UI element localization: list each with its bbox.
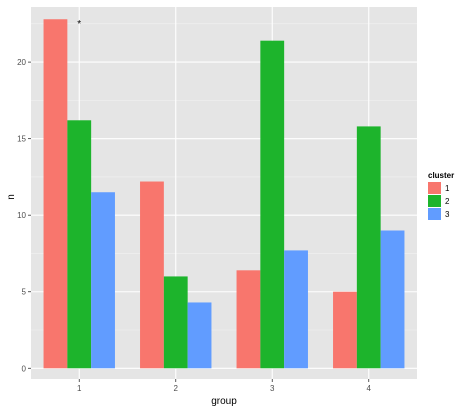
bar-cluster-2-group-1	[67, 120, 92, 369]
x-tick-label: 2	[174, 384, 179, 393]
x-tick-label: 3	[270, 384, 275, 393]
y-axis: 0 5 10 15 20	[17, 58, 31, 373]
y-tick-label: 5	[22, 288, 27, 297]
bar-cluster-2-group-2	[163, 276, 188, 369]
y-axis-title: n	[6, 194, 17, 200]
bar-cluster-3-group-3	[284, 250, 308, 369]
legend-key-2	[428, 195, 441, 207]
annotation-asterisk: *	[77, 19, 81, 30]
bar-cluster-3-group-2	[187, 302, 212, 369]
x-tick-label: 4	[367, 384, 372, 393]
bar-cluster-1-group-3	[236, 270, 261, 369]
legend-key-1	[428, 182, 441, 194]
y-tick-label: 0	[22, 364, 27, 373]
y-tick-label: 10	[17, 211, 26, 220]
bar-cluster-2-group-4	[356, 126, 381, 369]
bar-cluster-1-group-2	[140, 181, 164, 369]
bar-cluster-1-group-4	[333, 291, 357, 369]
legend-label-2: 2	[445, 197, 450, 206]
y-tick-label: 20	[17, 58, 26, 67]
bars	[43, 19, 405, 369]
legend-label-3: 3	[445, 210, 450, 219]
bar-cluster-1-group-1	[43, 19, 68, 369]
bar-cluster-3-group-1	[91, 192, 115, 369]
bar-cluster-2-group-3	[260, 40, 285, 369]
legend: cluster 1 2 3	[428, 171, 454, 220]
x-axis-title: group	[211, 396, 237, 407]
y-tick-label: 15	[17, 135, 26, 144]
x-tick-label: 1	[77, 384, 82, 393]
legend-key-3	[428, 208, 441, 220]
x-axis: 1 2 3 4	[77, 379, 372, 393]
legend-label-1: 1	[445, 184, 450, 193]
bar-cluster-3-group-4	[380, 230, 405, 369]
legend-title: cluster	[428, 171, 454, 180]
